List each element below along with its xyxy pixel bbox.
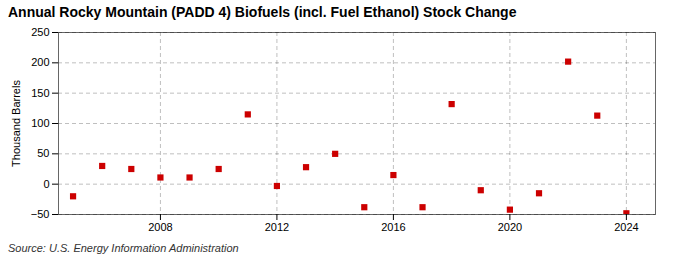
svg-text:50: 50: [37, 147, 49, 159]
svg-text:100: 100: [31, 117, 49, 129]
html-text:Source: U.S. Energy Informatio: Source: U.S. Energy Information Administ…: [8, 242, 239, 254]
svg-text:250: 250: [31, 26, 49, 38]
svg-text:200: 200: [31, 56, 49, 68]
svg-text:Thousand Barrels: Thousand Barrels: [10, 80, 22, 167]
svg-text:2020: 2020: [498, 221, 522, 233]
svg-text:2008: 2008: [148, 221, 172, 233]
svg-text:2024: 2024: [614, 221, 638, 233]
svg-text:150: 150: [31, 87, 49, 99]
html-text:Annual Rocky Mountain (PADD 4): Annual Rocky Mountain (PADD 4) Biofuels …: [8, 4, 517, 20]
svg-text:2016: 2016: [381, 221, 405, 233]
svg-text:−50: −50: [31, 208, 50, 220]
svg-text:0: 0: [43, 178, 49, 190]
svg-text:2012: 2012: [265, 221, 289, 233]
